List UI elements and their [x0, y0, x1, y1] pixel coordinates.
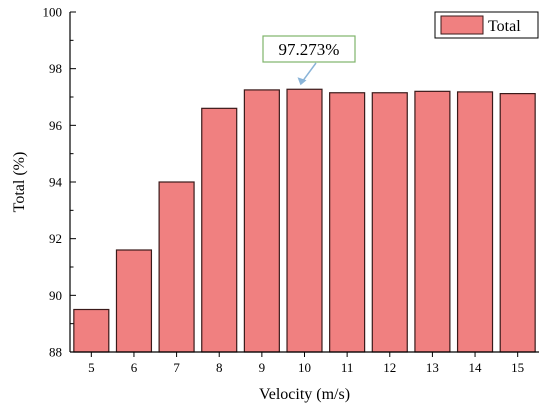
bar-14 — [456, 91, 494, 353]
legend-swatch — [440, 15, 484, 35]
peak-annotation: 97.273% — [262, 35, 356, 86]
x-tick-label: 6 — [131, 360, 138, 375]
x-tick-label: 10 — [298, 360, 311, 375]
x-ticks: 5 6 7 8 9 10 11 12 13 14 15 — [88, 352, 524, 375]
x-tick-label: 12 — [383, 360, 396, 375]
bar-9 — [243, 89, 280, 353]
y-tick-label: 88 — [49, 345, 62, 360]
bar-7 — [158, 181, 195, 353]
x-tick-label: 14 — [469, 360, 483, 375]
bar-6 — [115, 249, 153, 353]
y-tick-label: 98 — [49, 61, 62, 76]
bar-11 — [329, 92, 366, 353]
y-tick-label: 92 — [49, 231, 62, 246]
x-tick-label: 7 — [173, 360, 180, 375]
bar-15 — [499, 92, 536, 353]
bars-layer — [73, 88, 536, 353]
y-tick-label: 94 — [49, 175, 63, 190]
x-tick-label: 5 — [88, 360, 95, 375]
legend-label: Total — [488, 18, 521, 35]
y-axis-label: Total (%) — [11, 152, 28, 213]
x-tick-label: 9 — [259, 360, 266, 375]
bar-12 — [371, 92, 408, 353]
annotation-text: 97.273% — [279, 40, 340, 59]
legend: Total — [434, 11, 539, 39]
y-tick-label: 96 — [49, 118, 63, 133]
bar-8 — [201, 107, 238, 353]
x-tick-label: 11 — [341, 360, 354, 375]
x-tick-label: 13 — [426, 360, 439, 375]
bar-10 — [286, 88, 323, 353]
x-tick-label: 15 — [511, 360, 524, 375]
annotation-arrowhead — [297, 77, 307, 86]
annotation-arrow — [301, 62, 317, 82]
x-axis-label: Velocity (m/s) — [259, 386, 350, 403]
bar-13 — [414, 90, 451, 353]
bar-5 — [73, 308, 110, 353]
y-tick-label: 90 — [49, 288, 62, 303]
x-tick-label: 8 — [216, 360, 223, 375]
y-tick-label: 100 — [43, 5, 63, 20]
y-ticks: 88 90 92 94 96 98 100 — [43, 5, 76, 360]
annotation-box — [262, 35, 356, 63]
